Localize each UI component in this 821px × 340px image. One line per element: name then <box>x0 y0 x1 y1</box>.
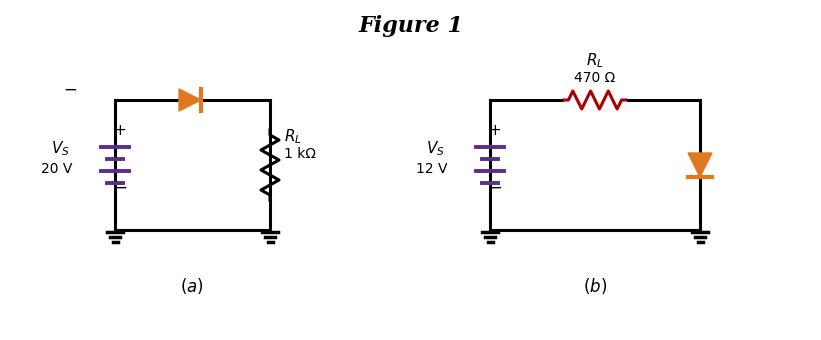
Text: $V_S$: $V_S$ <box>425 139 444 158</box>
Text: $(b)$: $(b)$ <box>583 276 607 296</box>
Text: $V_S$: $V_S$ <box>51 139 70 158</box>
Text: Figure 1: Figure 1 <box>359 15 464 37</box>
Text: −: − <box>488 179 502 197</box>
Text: 12 V: 12 V <box>416 162 447 176</box>
Text: $(a)$: $(a)$ <box>180 276 204 296</box>
Text: +: + <box>113 123 126 138</box>
Text: $R_L$: $R_L$ <box>284 127 302 146</box>
Polygon shape <box>179 89 201 111</box>
Text: 20 V: 20 V <box>41 162 73 176</box>
Text: −: − <box>63 81 77 99</box>
Text: −: − <box>113 179 127 197</box>
Text: +: + <box>488 123 502 138</box>
Polygon shape <box>688 153 712 177</box>
Text: $R_L$: $R_L$ <box>586 51 604 70</box>
Text: 1 kΩ: 1 kΩ <box>284 147 316 161</box>
Text: 470 Ω: 470 Ω <box>575 71 616 85</box>
